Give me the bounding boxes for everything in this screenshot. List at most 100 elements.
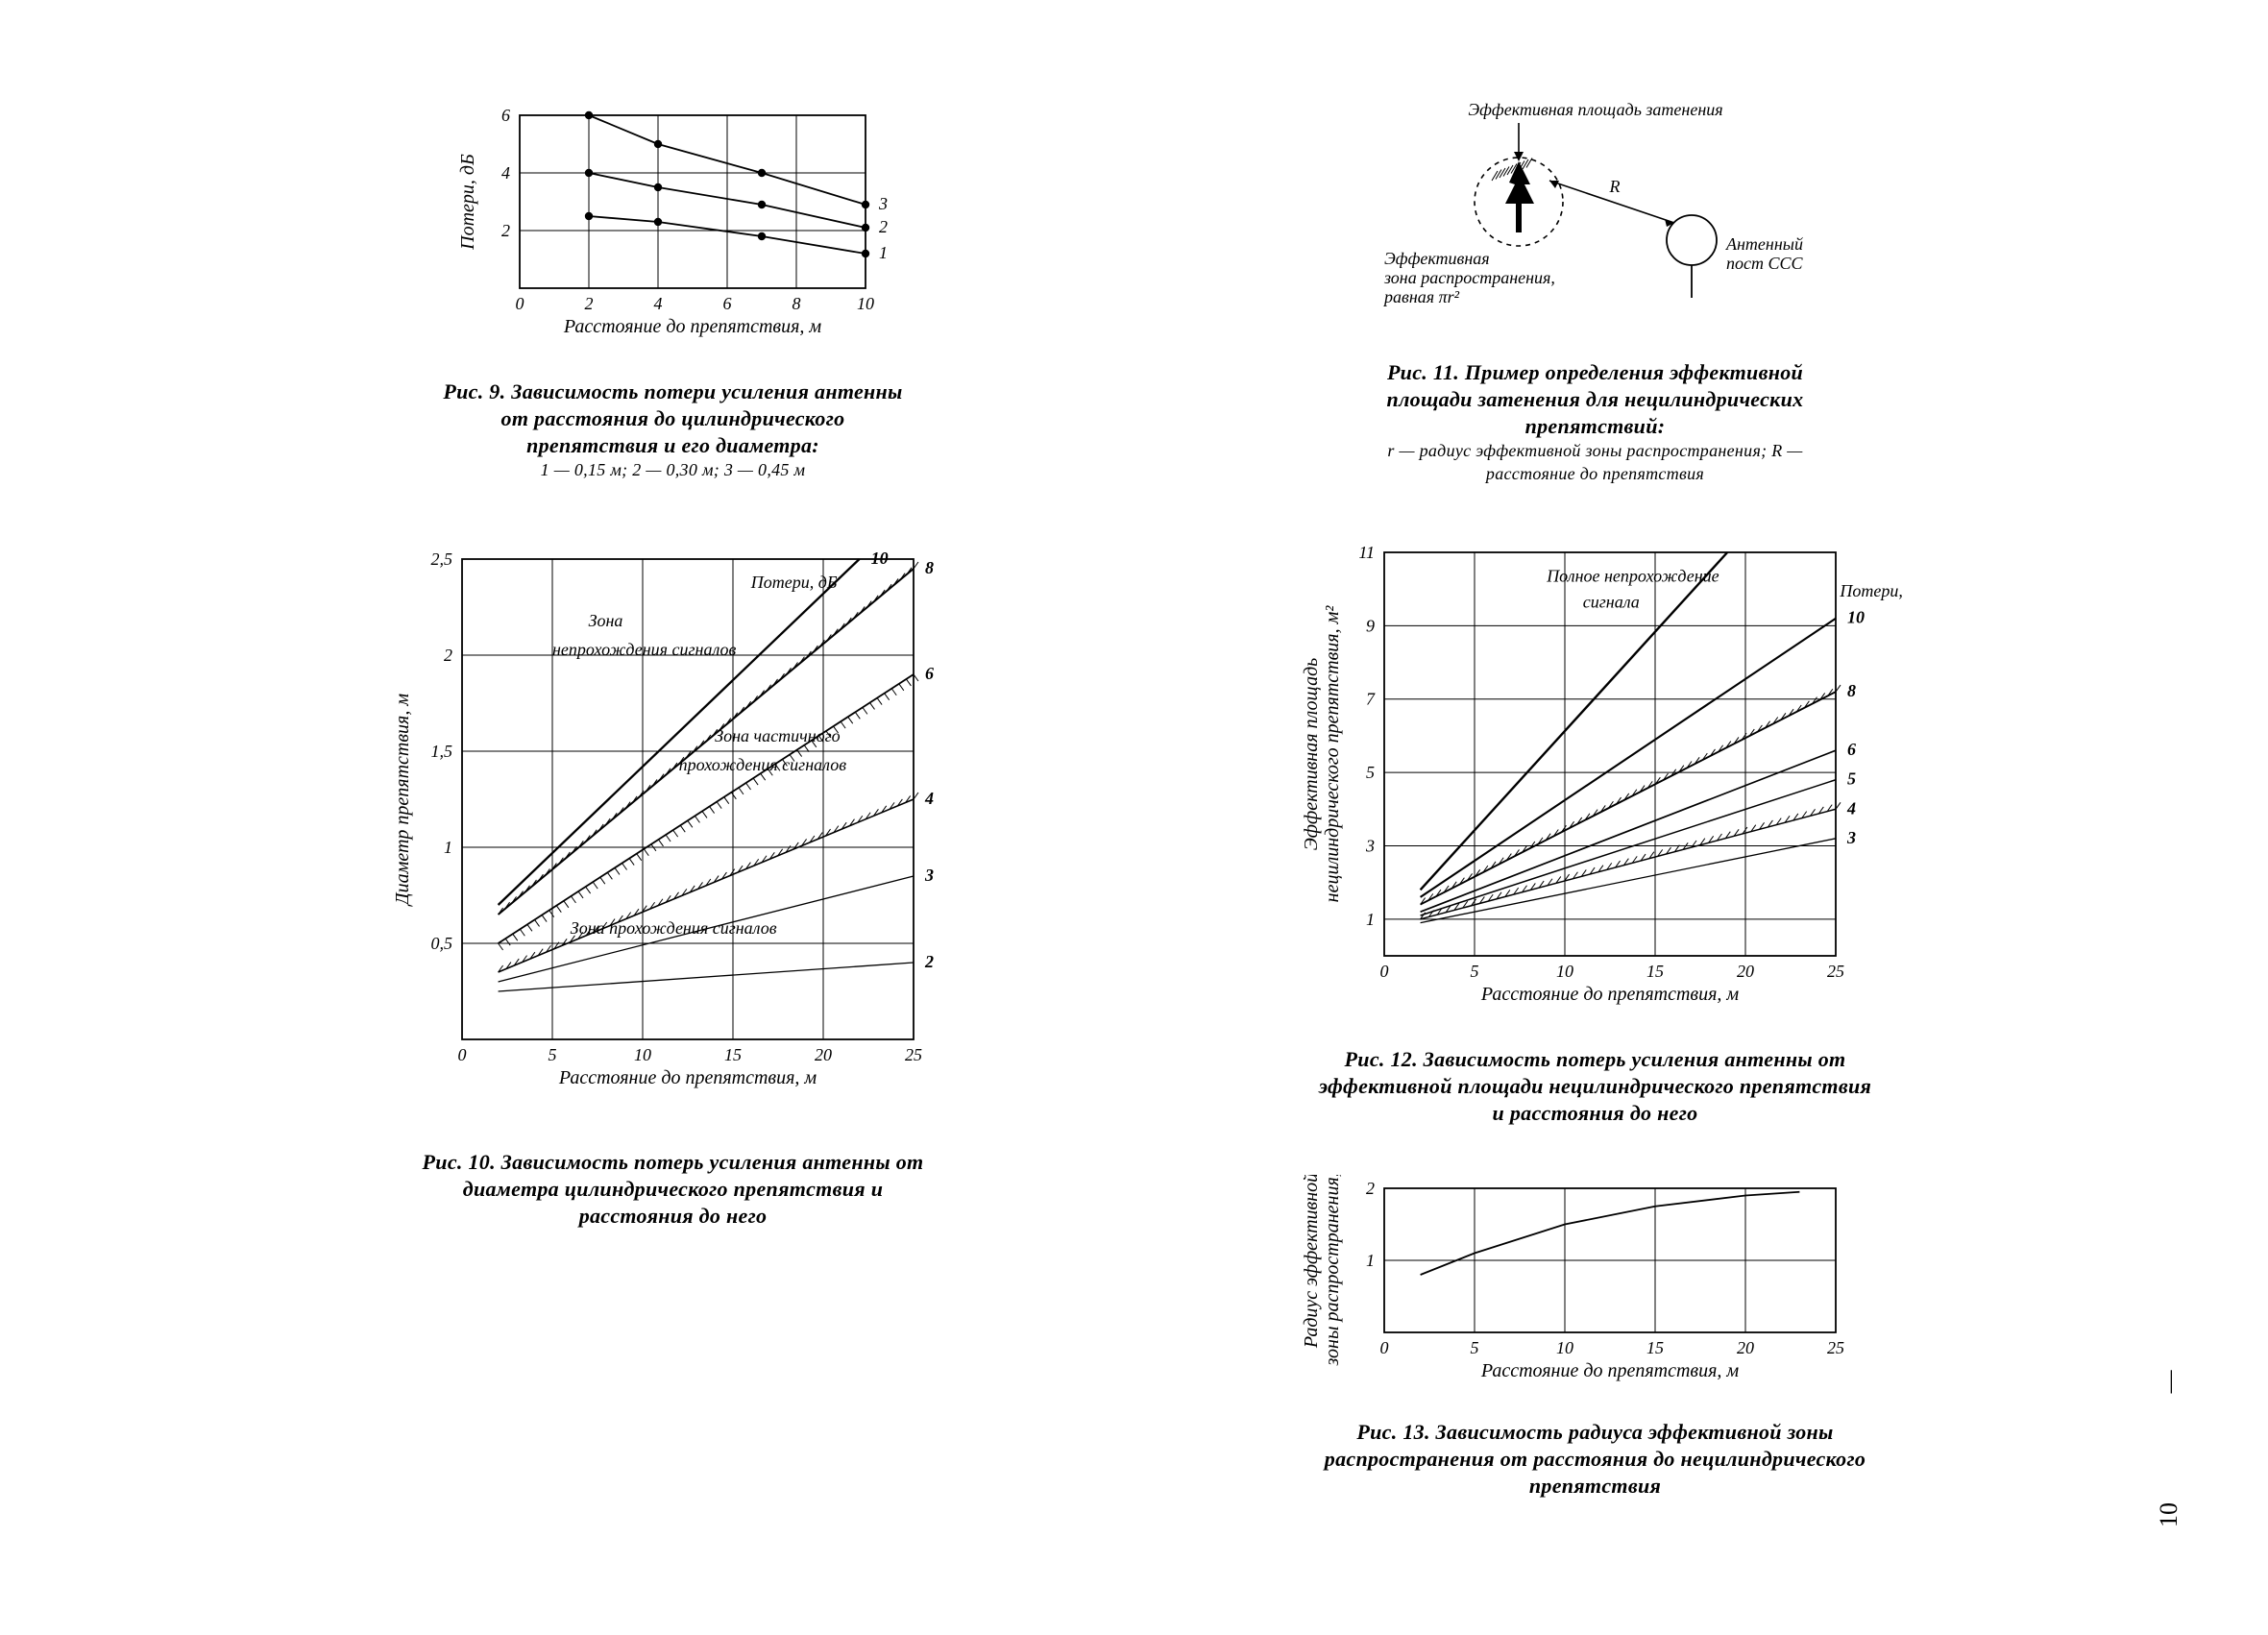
svg-text:5: 5 bbox=[1366, 763, 1375, 782]
svg-text:10: 10 bbox=[634, 1045, 651, 1064]
fig12-caption-text: Рис. 12. Зависимость потерь усиления ант… bbox=[1319, 1047, 1871, 1125]
svg-text:непрохождения сигналов: непрохождения сигналов bbox=[552, 640, 737, 659]
svg-text:20: 20 bbox=[1737, 962, 1754, 981]
fig10-chart: 05101520250,511,522,52346810Потери, дБЗо… bbox=[376, 530, 971, 1126]
svg-text:25: 25 bbox=[1827, 962, 1844, 981]
svg-text:Расстояние до препятствия, м: Расстояние до препятствия, м bbox=[562, 316, 821, 337]
svg-text:Расстояние до препятствия, м: Расстояние до препятствия, м bbox=[1479, 1360, 1739, 1381]
svg-text:сигнала: сигнала bbox=[1582, 592, 1639, 611]
svg-text:3: 3 bbox=[1365, 836, 1375, 855]
svg-text:8: 8 bbox=[1847, 681, 1856, 700]
svg-text:20: 20 bbox=[815, 1045, 832, 1064]
svg-text:6: 6 bbox=[722, 294, 731, 313]
svg-text:10: 10 bbox=[1556, 1338, 1573, 1357]
figure-13: 0 5 10 15 20 25 1 2 Расстояние до препятствия, м… bbox=[1221, 1175, 1970, 1500]
svg-text:2: 2 bbox=[1366, 1179, 1375, 1198]
fig9-caption-legend: 1 — 0,15 м; 2 — 0,30 м; 3 — 0,45 м bbox=[443, 459, 904, 481]
figure-10: 05101520250,511,522,52346810Потери, дБЗо… bbox=[299, 530, 1048, 1230]
fig9-caption: Рис. 9. Зависимость потери усиления анте… bbox=[443, 378, 904, 482]
svg-text:8: 8 bbox=[792, 294, 800, 313]
svg-text:10: 10 bbox=[857, 294, 874, 313]
fig12-chart: 051015202513579113456810Полное непрохожд… bbox=[1288, 533, 1903, 1033]
svg-text:Расстояние до препятствия, м: Расстояние до препятствия, м bbox=[557, 1067, 817, 1088]
svg-text:3: 3 bbox=[924, 866, 934, 885]
fig10-caption-text: Рис. 10. Зависимость потерь усиления ант… bbox=[423, 1150, 924, 1228]
fig11-caption: Рис. 11. Пример определения эффективной … bbox=[1375, 359, 1817, 485]
svg-text:Диаметр препятствия, м: Диаметр препятствия, м bbox=[392, 693, 413, 906]
svg-text:7: 7 bbox=[1366, 689, 1376, 708]
svg-text:11: 11 bbox=[1358, 543, 1375, 562]
svg-text:15: 15 bbox=[724, 1045, 742, 1064]
left-column: 0246810246123Расстояние до препятствия, … bbox=[299, 96, 1048, 1548]
svg-text:равная πr²: равная πr² bbox=[1382, 287, 1460, 306]
svg-text:Радиус эффективной: Радиус эффективной bbox=[1301, 1175, 1322, 1349]
fig9-chart: 0246810246123Расстояние до препятствия, … bbox=[443, 96, 904, 365]
fig10-caption: Рис. 10. Зависимость потерь усиления ант… bbox=[404, 1149, 942, 1230]
svg-text:4: 4 bbox=[1846, 798, 1856, 818]
svg-text:Потери, дБ: Потери, дБ bbox=[1839, 580, 1903, 599]
svg-text:Эффективная: Эффективная bbox=[1384, 249, 1490, 268]
svg-text:4: 4 bbox=[653, 294, 662, 313]
svg-text:нецилиндрического препятствия,: нецилиндрического препятствия, м² bbox=[1322, 604, 1343, 902]
figure-12: 051015202513579113456810Полное непрохожд… bbox=[1221, 533, 1970, 1127]
svg-text:2: 2 bbox=[879, 217, 888, 236]
page-dash: | bbox=[2169, 1366, 2174, 1395]
fig11-diagram: Эффективная площадь затененияRЭффективна… bbox=[1327, 96, 1865, 346]
svg-text:0: 0 bbox=[1379, 1338, 1388, 1357]
svg-text:зоны распространения, м: зоны распространения, м bbox=[1322, 1175, 1343, 1366]
svg-text:6: 6 bbox=[925, 664, 934, 683]
svg-text:3: 3 bbox=[1846, 827, 1856, 846]
svg-text:Потери, дБ: Потери, дБ bbox=[457, 154, 478, 251]
svg-text:15: 15 bbox=[1646, 962, 1664, 981]
svg-text:9: 9 bbox=[1366, 616, 1375, 635]
svg-text:Потери, дБ: Потери, дБ bbox=[749, 573, 837, 592]
figure-9: 0246810246123Расстояние до препятствия, … bbox=[299, 96, 1048, 482]
svg-text:2: 2 bbox=[444, 646, 452, 665]
page-number: 10 bbox=[2155, 1502, 2183, 1527]
svg-text:Зона прохождения сигналов: Зона прохождения сигналов bbox=[570, 918, 776, 938]
figure-11: Эффективная площадь затененияRЭффективна… bbox=[1221, 96, 1970, 485]
fig11-caption-text: Рис. 11. Пример определения эффективной … bbox=[1387, 360, 1804, 438]
svg-text:10: 10 bbox=[1847, 607, 1865, 626]
svg-text:Зона частичного: Зона частичного bbox=[715, 726, 840, 745]
svg-text:8: 8 bbox=[925, 558, 934, 577]
svg-text:Эффективная площадь: Эффективная площадь bbox=[1301, 657, 1322, 850]
fig13-caption: Рис. 13. Зависимость радиуса эффективной… bbox=[1317, 1419, 1874, 1500]
svg-text:0,5: 0,5 bbox=[430, 934, 452, 953]
svg-text:15: 15 bbox=[1646, 1338, 1664, 1357]
svg-text:2: 2 bbox=[924, 952, 934, 971]
svg-text:25: 25 bbox=[1827, 1338, 1844, 1357]
svg-text:Расстояние до препятствия, м: Расстояние до препятствия, м bbox=[1479, 984, 1739, 1005]
svg-text:4: 4 bbox=[501, 163, 510, 183]
svg-text:5: 5 bbox=[1847, 769, 1856, 788]
svg-text:20: 20 bbox=[1737, 1338, 1754, 1357]
fig13-caption-text: Рис. 13. Зависимость радиуса эффективной… bbox=[1325, 1420, 1866, 1498]
svg-text:5: 5 bbox=[548, 1045, 556, 1064]
svg-text:25: 25 bbox=[905, 1045, 922, 1064]
right-column: Эффективная площадь затененияRЭффективна… bbox=[1221, 96, 1970, 1548]
fig9-caption-text: Рис. 9. Зависимость потери усиления анте… bbox=[443, 379, 902, 457]
svg-text:1: 1 bbox=[1366, 1251, 1375, 1270]
svg-text:Антенный: Антенный bbox=[1725, 234, 1803, 254]
fig11-caption-sub: r — радиус эффективной зоны распростране… bbox=[1375, 440, 1817, 484]
fig12-caption: Рис. 12. Зависимость потерь усиления ант… bbox=[1317, 1046, 1874, 1127]
svg-text:1: 1 bbox=[879, 243, 888, 262]
svg-text:Эффективная площадь затенения: Эффективная площадь затенения bbox=[1468, 100, 1722, 119]
svg-text:6: 6 bbox=[501, 106, 510, 125]
svg-text:6: 6 bbox=[1847, 740, 1856, 759]
svg-text:0: 0 bbox=[515, 294, 524, 313]
svg-text:5: 5 bbox=[1470, 962, 1478, 981]
svg-text:зона распространения,: зона распространения, bbox=[1383, 268, 1555, 287]
svg-text:Зона: Зона bbox=[588, 611, 622, 630]
svg-text:пост ССС: пост ССС bbox=[1726, 254, 1804, 273]
svg-text:0: 0 bbox=[1379, 962, 1388, 981]
svg-text:3: 3 bbox=[878, 194, 888, 213]
svg-text:0: 0 bbox=[457, 1045, 466, 1064]
svg-text:1: 1 bbox=[444, 838, 452, 857]
svg-text:5: 5 bbox=[1470, 1338, 1478, 1357]
svg-text:1: 1 bbox=[1366, 909, 1375, 928]
svg-text:10: 10 bbox=[1556, 962, 1573, 981]
svg-text:2: 2 bbox=[501, 221, 510, 240]
svg-text:10: 10 bbox=[870, 549, 888, 568]
fig13-chart: 0 5 10 15 20 25 1 2 Расстояние до препятствия, м… bbox=[1288, 1175, 1903, 1405]
